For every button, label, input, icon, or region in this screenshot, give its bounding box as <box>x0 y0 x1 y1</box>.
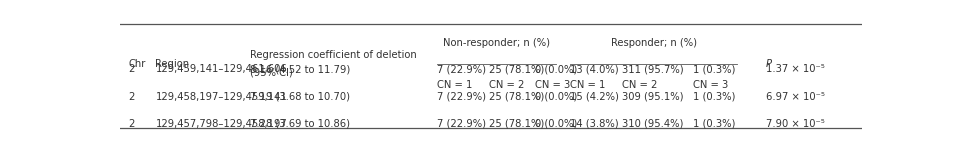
Text: 1 (0.3%): 1 (0.3%) <box>693 119 736 129</box>
Text: 2: 2 <box>128 92 135 102</box>
Text: 7.90 × 10⁻⁵: 7.90 × 10⁻⁵ <box>765 119 825 129</box>
Text: 129,457,798–129,458,197: 129,457,798–129,458,197 <box>155 119 287 129</box>
Text: 25 (78.1%): 25 (78.1%) <box>489 92 544 102</box>
Text: 309 (95.1%): 309 (95.1%) <box>622 92 683 102</box>
Text: 25 (78.1%): 25 (78.1%) <box>489 64 544 74</box>
Text: CN = 2: CN = 2 <box>622 80 657 90</box>
Text: 7.19 (3.68 to 10.70): 7.19 (3.68 to 10.70) <box>250 92 350 102</box>
Text: CN = 2: CN = 2 <box>489 80 524 90</box>
Text: 6.97 × 10⁻⁵: 6.97 × 10⁻⁵ <box>765 92 825 102</box>
Text: CN = 1: CN = 1 <box>437 80 472 90</box>
Text: CN = 3: CN = 3 <box>535 80 570 90</box>
Text: 14 (3.8%): 14 (3.8%) <box>570 119 619 129</box>
Text: Non-responder; n (%): Non-responder; n (%) <box>443 38 550 48</box>
Text: CN = 3: CN = 3 <box>693 80 728 90</box>
Text: 7.28 (3.69 to 10.86): 7.28 (3.69 to 10.86) <box>250 119 350 129</box>
Text: P: P <box>765 59 772 69</box>
Text: 310 (95.4%): 310 (95.4%) <box>622 119 683 129</box>
Text: Regression coefficient of deletion: Regression coefficient of deletion <box>250 50 417 61</box>
Text: 311 (95.7%): 311 (95.7%) <box>622 64 683 74</box>
Text: Region: Region <box>155 59 190 69</box>
Text: 8.16 (4.52 to 11.79): 8.16 (4.52 to 11.79) <box>250 64 350 74</box>
Text: 0 (0.0%): 0 (0.0%) <box>535 92 577 102</box>
Text: 1.37 × 10⁻⁵: 1.37 × 10⁻⁵ <box>765 64 825 74</box>
Text: 0 (0.0%): 0 (0.0%) <box>535 119 577 129</box>
Text: Chr: Chr <box>128 59 146 69</box>
Text: 1 (0.3%): 1 (0.3%) <box>693 92 736 102</box>
Text: CN = 1: CN = 1 <box>570 80 605 90</box>
Text: 2: 2 <box>128 64 135 74</box>
Text: 129,458,197–129,459,141: 129,458,197–129,459,141 <box>155 92 287 102</box>
Text: 2: 2 <box>128 119 135 129</box>
Text: 15 (4.2%): 15 (4.2%) <box>570 92 619 102</box>
Text: 7 (22.9%): 7 (22.9%) <box>437 119 486 129</box>
Text: (95% CI): (95% CI) <box>250 67 292 77</box>
Text: 7 (22.9%): 7 (22.9%) <box>437 64 486 74</box>
Text: 25 (78.1%): 25 (78.1%) <box>489 119 544 129</box>
Text: Responder; n (%): Responder; n (%) <box>611 38 696 48</box>
Text: 0 (0.0%): 0 (0.0%) <box>535 64 577 74</box>
Text: 13 (4.0%): 13 (4.0%) <box>570 64 619 74</box>
Text: 129,459,141–129,461,606: 129,459,141–129,461,606 <box>155 64 287 74</box>
Text: 7 (22.9%): 7 (22.9%) <box>437 92 486 102</box>
Text: 1 (0.3%): 1 (0.3%) <box>693 64 736 74</box>
